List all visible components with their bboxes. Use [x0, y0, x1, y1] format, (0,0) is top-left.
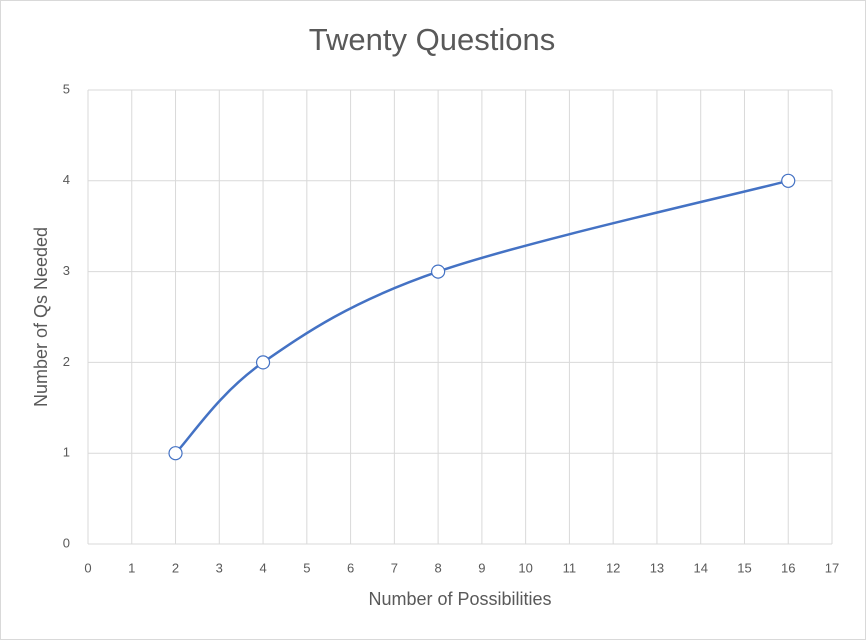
y-tick-label: 5 [63, 81, 70, 96]
data-point [168, 446, 183, 461]
series-line [174, 179, 789, 455]
x-tick-label: 16 [781, 560, 795, 575]
x-tick-label: 15 [737, 560, 751, 575]
x-tick-label: 17 [825, 560, 839, 575]
x-tick-label: 11 [563, 560, 577, 575]
data-point [431, 264, 446, 279]
data-point [255, 355, 271, 370]
x-tick-label: 5 [303, 560, 310, 575]
x-tick-label: 8 [435, 560, 442, 575]
y-tick-label: 2 [63, 354, 70, 369]
y-tick-label: 1 [63, 445, 70, 460]
plot [168, 173, 796, 461]
chart-title: Twenty Questions [309, 22, 555, 57]
x-tick-label: 10 [518, 560, 532, 575]
x-tick-label: 9 [478, 560, 485, 575]
x-axis-label: Number of Possibilities [368, 589, 551, 609]
x-tick-label: 4 [259, 560, 266, 575]
x-tick-label: 2 [172, 560, 179, 575]
y-tick-label: 4 [63, 172, 70, 187]
y-tick-label: 0 [63, 535, 70, 550]
x-tick-label: 12 [606, 560, 620, 575]
x-tick-label: 1 [128, 560, 135, 575]
y-axis-label: Number of Qs Needed [31, 227, 51, 407]
x-tick-label: 3 [216, 560, 223, 575]
x-tick-label: 6 [347, 560, 354, 575]
x-tick-label: 0 [84, 560, 91, 575]
x-tick-label: 7 [391, 560, 398, 575]
x-tick-label: 14 [693, 560, 707, 575]
y-tick-label: 3 [63, 263, 70, 278]
x-tick-label: 13 [650, 560, 664, 575]
data-point [781, 173, 796, 188]
